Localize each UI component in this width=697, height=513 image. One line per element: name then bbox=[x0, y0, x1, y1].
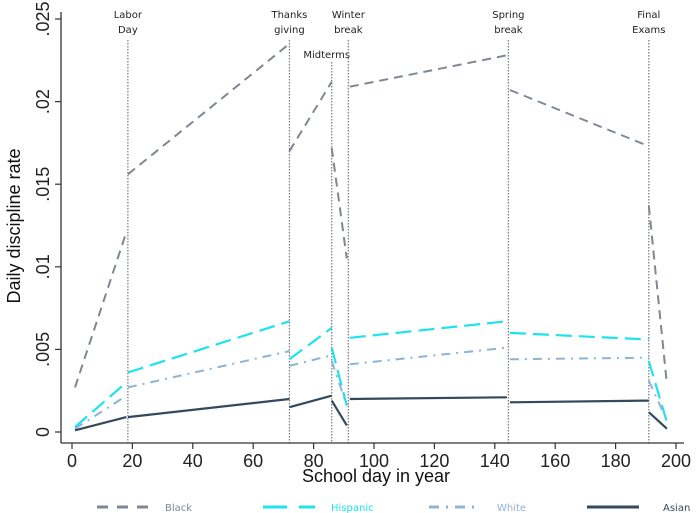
axes bbox=[60, 12, 684, 444]
x-tick-label: 20 bbox=[122, 451, 142, 471]
series-segment-hispanic bbox=[127, 320, 290, 374]
series-segment-black bbox=[127, 43, 291, 176]
y-tick-label: .015 bbox=[33, 167, 53, 202]
y-ticks: 0 .005 .01 .015 .02 .025 bbox=[33, 1, 61, 437]
event-label: break bbox=[334, 25, 363, 36]
series-segment-hispanic bbox=[74, 381, 128, 428]
x-tick-label: 40 bbox=[183, 451, 203, 471]
legend-label-hispanic: Hispanic bbox=[331, 503, 374, 513]
legend-label-white: White bbox=[497, 503, 526, 513]
series-layer bbox=[74, 43, 668, 432]
series-segment-white bbox=[289, 355, 329, 367]
event-lines: Labor Day Thanks giving Midterms Winter break S… bbox=[114, 10, 665, 443]
y-tick-label: .02 bbox=[33, 89, 53, 114]
series-segment-black bbox=[288, 81, 333, 152]
y-tick-label: .025 bbox=[33, 1, 53, 36]
series-segment-asian bbox=[349, 396, 507, 401]
event-label: Thanks bbox=[270, 10, 307, 21]
y-tick-label: .005 bbox=[33, 332, 53, 367]
x-tick-label: 60 bbox=[243, 451, 263, 471]
series-segment-black bbox=[349, 54, 508, 88]
series-segment-hispanic bbox=[647, 360, 668, 423]
series-segment-asian bbox=[74, 416, 127, 432]
series-segment-asian bbox=[127, 397, 290, 419]
series-segment-white bbox=[509, 356, 649, 361]
series-segment-hispanic bbox=[330, 347, 348, 406]
x-ticks: 0 20 40 60 80 100 120 140 160 180 200 bbox=[67, 443, 691, 471]
y-tick-label: .01 bbox=[33, 254, 53, 279]
series-hispanic bbox=[74, 320, 668, 428]
x-tick-label: 200 bbox=[661, 451, 691, 471]
event-label: Exams bbox=[632, 25, 665, 36]
series-segment-white bbox=[647, 380, 668, 421]
series-segment-asian bbox=[289, 394, 332, 409]
series-segment-white bbox=[330, 360, 348, 406]
series-segment-black bbox=[330, 147, 348, 259]
series-asian bbox=[74, 394, 668, 432]
y-axis-title: Daily discipline rate bbox=[4, 148, 24, 303]
series-segment-asian bbox=[330, 400, 348, 426]
x-tick-label: 80 bbox=[304, 451, 324, 471]
event-label: Midterms bbox=[303, 50, 350, 61]
x-axis-title: School day in year bbox=[302, 466, 450, 486]
series-segment-asian bbox=[509, 399, 649, 404]
x-tick-label: 160 bbox=[540, 451, 570, 471]
x-tick-label: 120 bbox=[419, 451, 449, 471]
x-tick-label: 140 bbox=[480, 451, 510, 471]
event-label: giving bbox=[274, 25, 305, 36]
event-label: Spring bbox=[492, 10, 524, 21]
series-segment-asian bbox=[648, 411, 668, 430]
legend-label-asian: Asian bbox=[663, 503, 690, 513]
series-white bbox=[74, 346, 668, 430]
event-label: break bbox=[494, 25, 523, 36]
legend: Black Hispanic White Asian bbox=[97, 503, 690, 513]
x-tick-label: 0 bbox=[67, 451, 77, 471]
series-segment-hispanic bbox=[509, 331, 649, 341]
series-segment-black bbox=[509, 89, 650, 148]
event-label: Winter bbox=[332, 10, 366, 21]
event-label: Day bbox=[118, 25, 138, 36]
series-segment-hispanic bbox=[349, 320, 508, 339]
x-tick-label: 180 bbox=[601, 451, 631, 471]
series-segment-white bbox=[349, 346, 508, 366]
event-label: Final bbox=[637, 10, 660, 21]
legend-label-black: Black bbox=[165, 503, 192, 513]
series-segment-black bbox=[74, 231, 128, 388]
series-segment-white bbox=[74, 394, 127, 430]
event-label: Labor bbox=[114, 10, 143, 21]
series-segment-white bbox=[127, 350, 290, 389]
y-tick-label: 0 bbox=[33, 427, 53, 437]
series-segment-black bbox=[647, 205, 668, 385]
x-tick-label: 100 bbox=[359, 451, 389, 471]
series-segment-hispanic bbox=[288, 327, 333, 361]
series-black bbox=[74, 43, 668, 388]
